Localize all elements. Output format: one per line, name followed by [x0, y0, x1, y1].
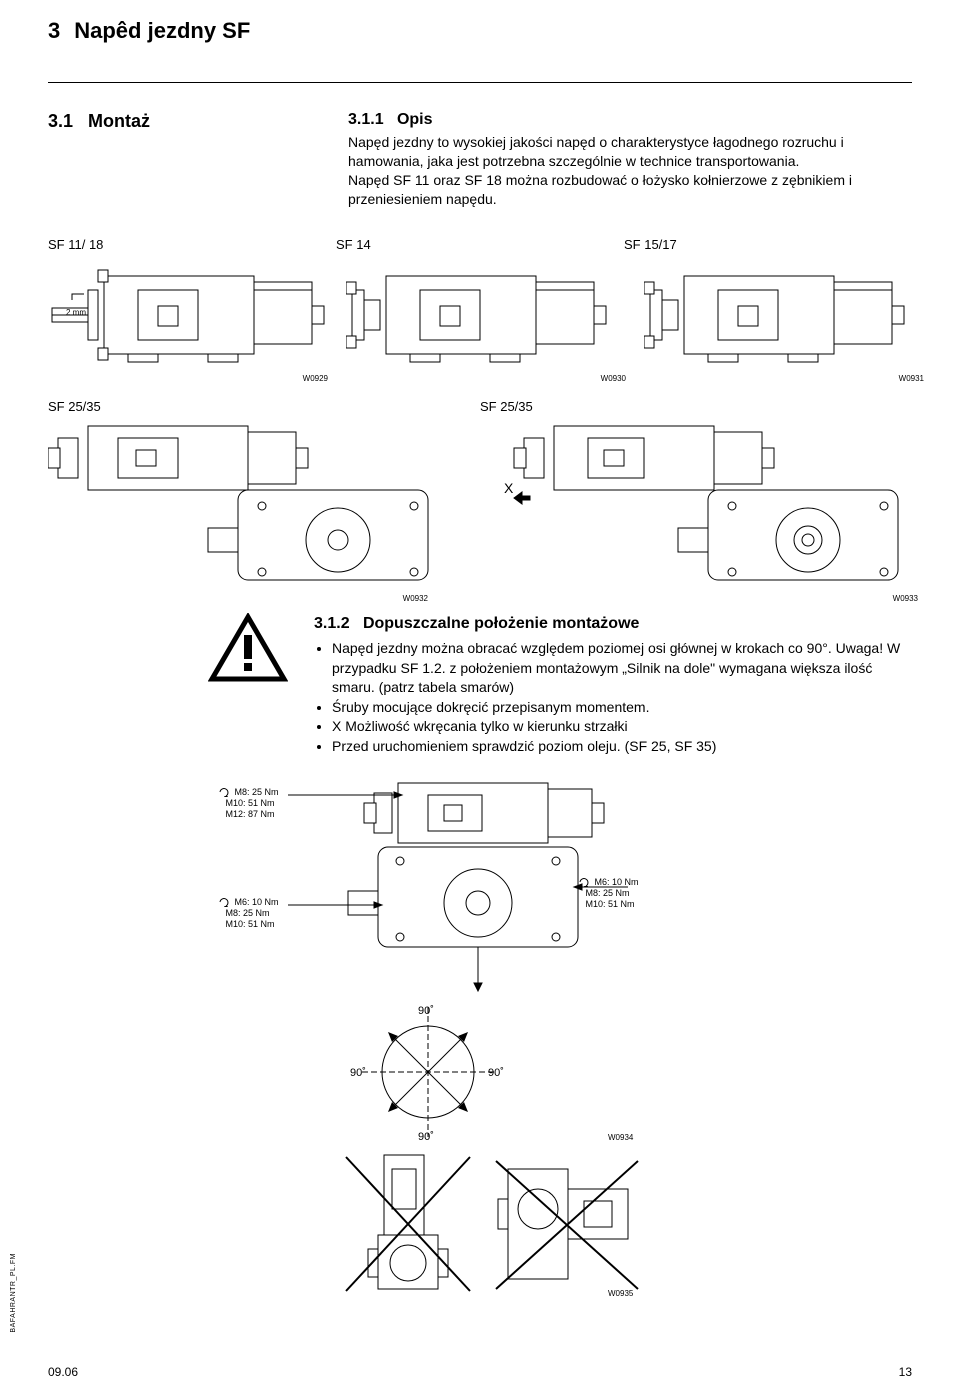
warn-b2: Śruby mocujące dokręcić przepisanym mome…: [332, 698, 912, 718]
torque-1-l3: M12: 87 Nm: [226, 809, 275, 819]
angle-top-label: 90˚: [418, 1005, 434, 1017]
footer-page: 13: [899, 1365, 912, 1379]
label-sf15-17: SF 15/17: [624, 237, 912, 252]
code-w0931: W0931: [644, 374, 924, 383]
section-row: 3.1 Montaż 3.1.1 Opis Napęd jezdny to wy…: [48, 111, 912, 209]
warning-section: 3.1.2 Dopuszczalne położenie montażowe N…: [48, 613, 912, 757]
mm-label: 2 mm: [66, 308, 86, 317]
gearbox-left-svg: [48, 420, 468, 590]
warning-icon: [208, 613, 288, 685]
angle-left-label: 90˚: [350, 1067, 366, 1079]
drive-sf14-svg: [346, 260, 626, 370]
page-footer: 09.06 13: [48, 1365, 912, 1379]
torque-1-l2: M10: 51 Nm: [226, 798, 275, 808]
opis-number: 3.1.1: [348, 111, 384, 128]
assembly-area: M8: 25 Nm M10: 51 Nm M12: 87 Nm M6: 10 N…: [48, 777, 912, 1297]
chapter-heading: 3 Napêd jezdny SF: [48, 18, 912, 44]
side-filename: BAFAHRANTR_PL.FM: [10, 1253, 17, 1333]
label-sf14: SF 14: [336, 237, 624, 252]
label-sf11-18: SF 11/ 18: [48, 237, 336, 252]
label-sf2535-right: SF 25/35: [480, 399, 912, 414]
footer-date: 09.06: [48, 1365, 78, 1379]
drive-sf15-17-svg: [644, 260, 924, 370]
torque-2-l3: M10: 51 Nm: [226, 919, 275, 929]
code-w0929: W0929: [48, 374, 328, 383]
x-label: X: [504, 480, 513, 496]
torque-block-1: M8: 25 Nm M10: 51 Nm M12: 87 Nm: [218, 787, 279, 821]
dopuszczalne-heading: 3.1.2 Dopuszczalne położenie montażowe: [314, 613, 912, 635]
crossed-right-svg: [488, 1149, 648, 1299]
torque-1-l1: M8: 25 Nm: [235, 787, 279, 797]
row2-labels: SF 25/35 SF 25/35: [48, 399, 912, 414]
dopuszczalne-number: 3.1.2: [314, 615, 350, 632]
label-sf2535-left: SF 25/35: [48, 399, 480, 414]
warning-text: 3.1.2 Dopuszczalne położenie montażowe N…: [314, 613, 912, 757]
opis-p1: Napęd jezdny to wysokiej jakości napęd o…: [348, 134, 844, 169]
row2-gearboxes: W0932 X: [48, 420, 912, 603]
drive-sf11-18: 2 mm: [48, 260, 328, 383]
gearbox-left: W0932: [48, 420, 468, 603]
opis-p2: Napęd SF 11 oraz SF 18 można rozbudować …: [348, 172, 852, 207]
warning-list: Napęd jezdny można obracać względem pozi…: [314, 639, 912, 757]
torque-block-2: M6: 10 Nm M8: 25 Nm M10: 51 Nm: [218, 897, 279, 931]
dopuszczalne-title: Dopuszczalne położenie montażowe: [363, 615, 639, 632]
row1-drives: 2 mm: [48, 260, 912, 383]
crossed-left-svg: [338, 1149, 478, 1299]
row1-labels: SF 11/ 18 SF 14 SF 15/17: [48, 237, 912, 252]
assembly-svg: [288, 777, 648, 997]
code-w0930: W0930: [346, 374, 626, 383]
drive-sf15-17: W0931: [644, 260, 924, 383]
drive-sf14: W0930: [346, 260, 626, 383]
opis-title-text: Opis: [397, 111, 433, 128]
rotation-svg: [348, 997, 508, 1147]
divider: [48, 82, 912, 83]
chapter-number: 3: [48, 18, 60, 44]
section-number: 3.1: [48, 111, 73, 131]
drive-sf11-18-svg: [48, 260, 328, 370]
gearbox-right-svg: [498, 420, 918, 590]
chapter-title: Napêd jezdny SF: [74, 18, 250, 44]
angle-bottom-label: 90˚: [418, 1131, 434, 1143]
opis-body: Napęd jezdny to wysokiej jakości napęd o…: [348, 133, 912, 209]
code-w0935: W0935: [608, 1289, 633, 1298]
torque-2-l2: M8: 25 Nm: [226, 908, 270, 918]
code-w0934: W0934: [608, 1133, 633, 1142]
section-title: Montaż: [88, 111, 150, 131]
code-w0933: W0933: [498, 594, 918, 603]
description-column: 3.1.1 Opis Napęd jezdny to wysokiej jako…: [348, 111, 912, 209]
angle-right-label: 90˚: [488, 1067, 504, 1079]
torque-arrow-icon: [218, 787, 232, 797]
warn-b3: X Możliwość wkręcania tylko w kierunku s…: [332, 717, 912, 737]
code-w0932: W0932: [48, 594, 468, 603]
torque-arrow-icon: [218, 897, 232, 907]
torque-2-l1: M6: 10 Nm: [235, 897, 279, 907]
gearbox-right: X: [498, 420, 918, 603]
opis-heading: 3.1.1 Opis: [348, 111, 912, 129]
warn-b1: Napęd jezdny można obracać względem pozi…: [332, 639, 912, 698]
warn-b4: Przed uruchomieniem sprawdzić poziom ole…: [332, 737, 912, 757]
section-heading: 3.1 Montaż: [48, 111, 308, 209]
